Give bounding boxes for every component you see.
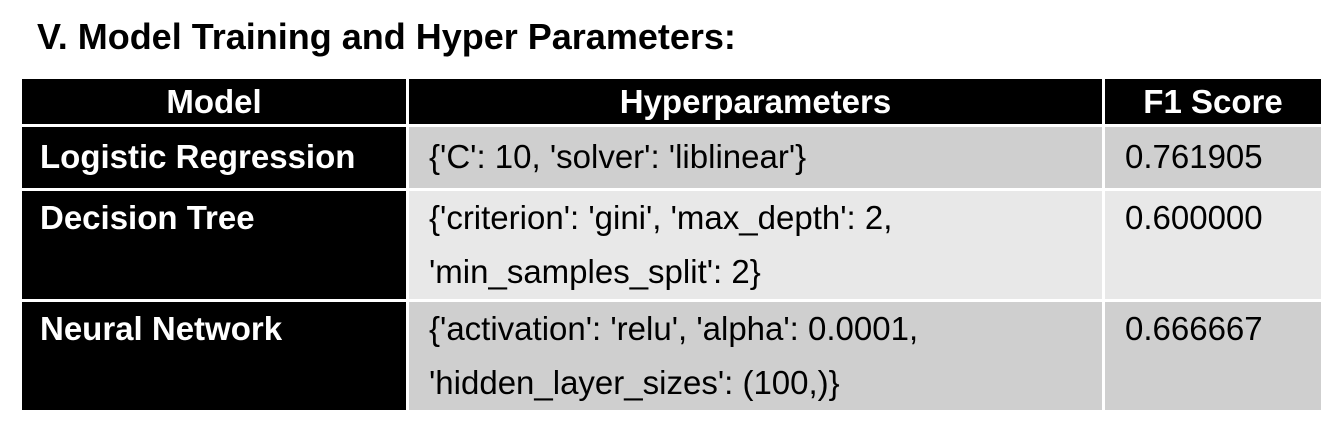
results-table: Model Hyperparameters F1 Score Logistic … [22, 79, 1321, 410]
hyperparameters-cell: {'activation': 'relu', 'alpha': 0.0001, … [409, 302, 1105, 410]
hyperparameters-text: 'min_samples_split': 2} [429, 253, 761, 290]
model-name-cell: Decision Tree [22, 191, 409, 302]
table-row: Neural Network {'activation': 'relu', 'a… [22, 302, 1321, 410]
hyperparameters-cell: {'C': 10, 'solver': 'liblinear'} [409, 127, 1105, 191]
hyperparameters-text: {'C': 10, 'solver': 'liblinear'} [429, 138, 807, 175]
section-title: V. Model Training and Hyper Parameters: [37, 16, 736, 57]
column-header-hyperparameters: Hyperparameters [409, 79, 1105, 127]
model-name-cell: Logistic Regression [22, 127, 409, 191]
f1-score-cell: 0.600000 [1105, 191, 1321, 302]
table-header-row: Model Hyperparameters F1 Score [22, 79, 1321, 127]
hyperparameters-text: {'activation': 'relu', 'alpha': 0.0001, [429, 310, 919, 347]
column-header-f1-score: F1 Score [1105, 79, 1321, 127]
f1-score-cell: 0.666667 [1105, 302, 1321, 410]
table-row: Logistic Regression {'C': 10, 'solver': … [22, 127, 1321, 191]
column-header-model: Model [22, 79, 409, 127]
hyperparameters-cell: {'criterion': 'gini', 'max_depth': 2, 'm… [409, 191, 1105, 302]
f1-score-cell: 0.761905 [1105, 127, 1321, 191]
table-row: Decision Tree {'criterion': 'gini', 'max… [22, 191, 1321, 302]
hyperparameters-text: {'criterion': 'gini', 'max_depth': 2, [429, 199, 893, 236]
hyperparameters-text: 'hidden_layer_sizes': (100,)} [429, 364, 840, 401]
model-name-cell: Neural Network [22, 302, 409, 410]
